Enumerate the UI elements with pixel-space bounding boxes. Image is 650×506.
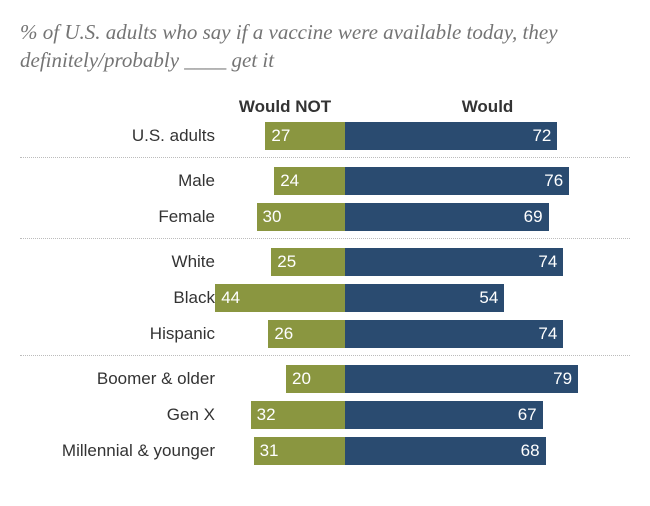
chart-row: U.S. adults2772 — [20, 121, 630, 151]
bar-would-not: 20 — [286, 365, 345, 393]
row-label: Black — [20, 288, 225, 308]
chart-row: Gen X3267 — [20, 400, 630, 430]
bar-area: 2574 — [225, 248, 630, 276]
row-label: Millennial & younger — [20, 441, 225, 461]
bar-would: 68 — [345, 437, 546, 465]
chart-row: White2574 — [20, 247, 630, 277]
bar-would: 74 — [345, 320, 563, 348]
row-label: U.S. adults — [20, 126, 225, 146]
header-would: Would — [345, 97, 630, 117]
bar-area: 2772 — [225, 122, 630, 150]
bar-area: 3267 — [225, 401, 630, 429]
chart-group: U.S. adults2772 — [20, 121, 630, 158]
bar-area: 3069 — [225, 203, 630, 231]
bar-would: 79 — [345, 365, 578, 393]
chart-group: Male2476Female3069 — [20, 166, 630, 239]
bar-area: 3168 — [225, 437, 630, 465]
chart-body: U.S. adults2772Male2476Female3069White25… — [20, 121, 630, 472]
bar-would-not: 30 — [257, 203, 346, 231]
bar-would: 76 — [345, 167, 569, 195]
bar-would: 74 — [345, 248, 563, 276]
row-label: Female — [20, 207, 225, 227]
row-label: Boomer & older — [20, 369, 225, 389]
chart-group: Boomer & older2079Gen X3267Millennial & … — [20, 364, 630, 472]
column-headers: Would NOT Would — [20, 97, 630, 117]
chart-row: Female3069 — [20, 202, 630, 232]
bar-area: 2476 — [225, 167, 630, 195]
bar-area: 2079 — [225, 365, 630, 393]
bar-would: 72 — [345, 122, 557, 150]
chart-row: Boomer & older2079 — [20, 364, 630, 394]
chart-row: Millennial & younger3168 — [20, 436, 630, 466]
chart-title: % of U.S. adults who say if a vaccine we… — [20, 18, 630, 75]
bar-would-not: 26 — [268, 320, 345, 348]
chart-row: Black4454 — [20, 283, 630, 313]
header-would-not: Would NOT — [225, 97, 345, 117]
bar-area: 2674 — [225, 320, 630, 348]
chart-row: Hispanic2674 — [20, 319, 630, 349]
bar-would-not: 25 — [271, 248, 345, 276]
bar-would: 67 — [345, 401, 543, 429]
bar-would-not: 31 — [254, 437, 345, 465]
bar-area: 4454 — [225, 284, 630, 312]
bar-would-not: 24 — [274, 167, 345, 195]
row-label: White — [20, 252, 225, 272]
row-label: Gen X — [20, 405, 225, 425]
chart-group: White2574Black4454Hispanic2674 — [20, 247, 630, 356]
chart-row: Male2476 — [20, 166, 630, 196]
bar-would: 54 — [345, 284, 504, 312]
row-label: Male — [20, 171, 225, 191]
row-label: Hispanic — [20, 324, 225, 344]
bar-would-not: 44 — [215, 284, 345, 312]
bar-would: 69 — [345, 203, 549, 231]
bar-would-not: 32 — [251, 401, 345, 429]
bar-would-not: 27 — [265, 122, 345, 150]
